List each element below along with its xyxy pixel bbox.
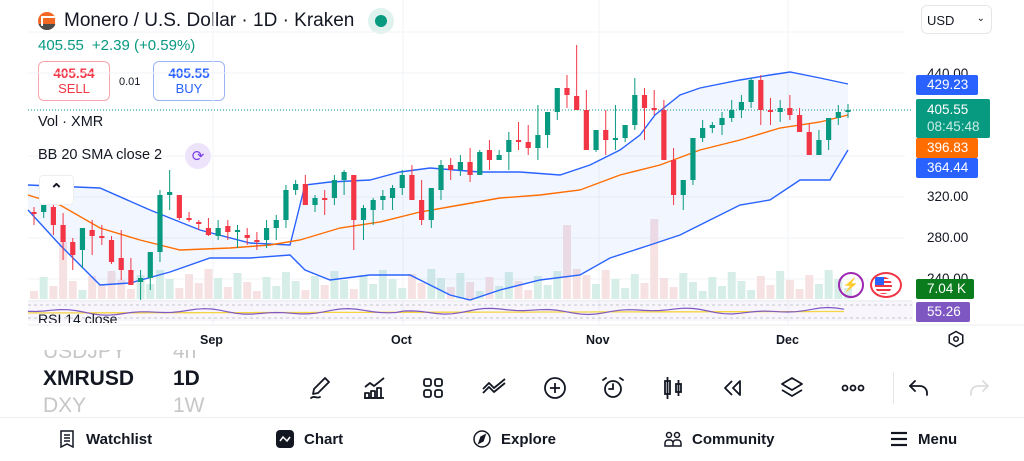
- compare-button[interactable]: [462, 366, 526, 410]
- indicators-icon: [364, 377, 385, 399]
- object-tree-button[interactable]: [762, 366, 822, 410]
- last-price-value: 405.55: [927, 102, 969, 117]
- rsi-legend[interactable]: RSI 14 close: [38, 311, 118, 323]
- volume-tag: 7.04 K: [916, 279, 974, 299]
- last-price-tag: 405.55 08:45:48: [916, 99, 990, 138]
- bar-countdown: 08:45:48: [927, 119, 980, 134]
- time-tick: Sep: [200, 333, 223, 347]
- bb-upper-tag: 429.23: [916, 75, 978, 95]
- add-button[interactable]: [526, 366, 584, 410]
- chevron-up-icon: ⌃: [49, 182, 64, 199]
- spread: 0.01: [119, 76, 141, 88]
- pencil-icon: [310, 377, 330, 399]
- more-button[interactable]: [822, 366, 884, 410]
- bb-basis-tag: 396.83: [916, 138, 978, 158]
- symbol-name: DXY: [43, 394, 87, 416]
- rsi-tag: 55.26: [916, 302, 970, 322]
- nav-chart[interactable]: Chart: [276, 430, 343, 448]
- bb-lower-tag: 364.44: [916, 158, 978, 178]
- price-summary: 405.55 +2.39 (+0.59%): [38, 37, 195, 54]
- menu-icon: [891, 431, 907, 447]
- symbol-name: USDJPY: [43, 350, 126, 363]
- watchlist-icon: [60, 430, 74, 448]
- layouts-button[interactable]: [404, 366, 462, 410]
- refresh-icon[interactable]: ⟳: [185, 143, 211, 169]
- symbol-picker[interactable]: USDJPY 4h XMRUSD 1D DXY 1W: [43, 350, 205, 416]
- symbol-title: Monero / U.S. Dollar · 1D · Kraken: [64, 10, 355, 31]
- time-tick: Dec: [776, 333, 799, 347]
- symbol-row-active[interactable]: XMRUSD 1D: [43, 365, 205, 392]
- collapse-legend-button[interactable]: ⌃: [39, 175, 74, 205]
- symbol-row[interactable]: DXY 1W: [43, 392, 205, 416]
- nav-label: Watchlist: [86, 430, 153, 448]
- chart-icon: [276, 430, 294, 448]
- nav-watchlist[interactable]: Watchlist: [58, 430, 152, 448]
- monero-logo-icon: [38, 12, 56, 30]
- last-price: 405.55: [38, 37, 84, 54]
- currency-value: USD: [927, 13, 955, 28]
- sell-button[interactable]: 405.54 SELL: [38, 61, 110, 101]
- compare-icon: [482, 378, 506, 394]
- symbol-row[interactable]: USDJPY 4h: [43, 350, 205, 365]
- redo-icon: [970, 380, 989, 396]
- undo-icon: [909, 380, 928, 396]
- nav-label: Chart: [304, 430, 344, 448]
- community-icon: [664, 431, 682, 447]
- volume-legend[interactable]: Vol · XMR: [38, 114, 104, 130]
- redo-button[interactable]: [954, 366, 1004, 410]
- market-status-icon[interactable]: [368, 8, 395, 34]
- buy-label: BUY: [175, 81, 203, 96]
- ai-assist-icon[interactable]: ⚡: [838, 272, 864, 298]
- chevron-down-icon: ⌄: [976, 13, 985, 24]
- bottom-nav: Watchlist Chart Explore Community Menu: [0, 418, 1024, 461]
- nav-label: Explore: [501, 430, 557, 448]
- alert-button[interactable]: [584, 366, 642, 410]
- symbol-interval: 1D: [173, 367, 200, 390]
- plus-circle-icon: [544, 377, 566, 399]
- more-dots-icon: [841, 384, 865, 392]
- chart-type-button[interactable]: [642, 366, 704, 410]
- nav-menu[interactable]: Menu: [890, 430, 957, 448]
- rewind-icon: [724, 380, 741, 396]
- compass-icon: [473, 430, 491, 448]
- time-tick: Nov: [586, 333, 610, 347]
- layers-icon: [781, 377, 803, 397]
- sell-label: SELL: [58, 81, 90, 96]
- price-change: +2.39 (+0.59%): [91, 37, 196, 54]
- indicators-button[interactable]: [346, 366, 404, 410]
- symbol-interval: 1W: [173, 394, 205, 416]
- undo-button[interactable]: [884, 366, 954, 410]
- nav-explore[interactable]: Explore: [473, 430, 556, 448]
- us-flag-events-icon[interactable]: [870, 272, 902, 298]
- symbol-interval: 4h: [173, 350, 197, 363]
- chart-settings-icon[interactable]: [947, 330, 965, 351]
- chart-toolbar: [296, 366, 1004, 410]
- symbol-name: XMRUSD: [43, 367, 135, 390]
- price-tick: 280.00: [927, 230, 969, 245]
- candles-icon: [664, 377, 682, 399]
- nav-label: Menu: [918, 430, 958, 448]
- nav-label: Community: [692, 430, 775, 448]
- symbol-header[interactable]: Monero / U.S. Dollar · 1D · Kraken: [38, 8, 395, 34]
- replay-button[interactable]: [704, 366, 762, 410]
- time-tick: Oct: [391, 333, 412, 347]
- toolbar-divider: [893, 372, 894, 404]
- draw-button[interactable]: [296, 366, 346, 410]
- nav-community[interactable]: Community: [664, 430, 775, 448]
- price-chart[interactable]: [0, 0, 1024, 330]
- bb-legend[interactable]: BB 20 SMA close 2: [38, 147, 163, 163]
- price-tick: 320.00: [927, 189, 969, 204]
- nav-divider: [0, 417, 1024, 418]
- alarm-clock-icon: [602, 377, 624, 398]
- grid-icon: [423, 378, 443, 398]
- currency-select[interactable]: USD ⌄: [921, 5, 992, 34]
